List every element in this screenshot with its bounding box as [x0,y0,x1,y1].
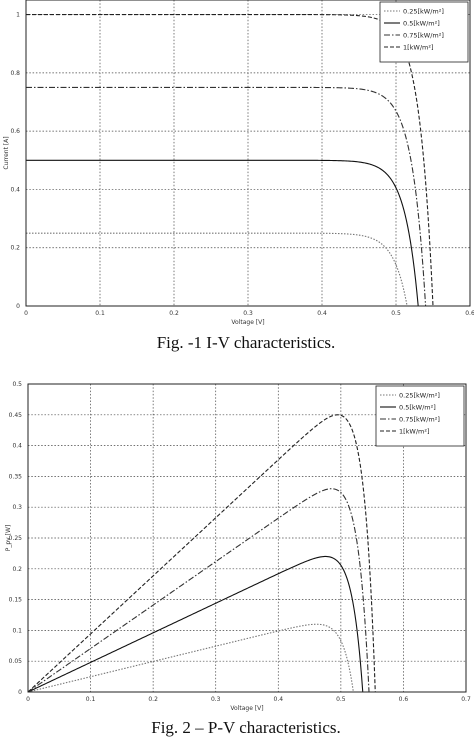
y-axis-label: Current [A] [3,136,10,169]
series-line [27,488,370,693]
x-tick-label: 0 [26,696,30,703]
legend-entry: 0.75[kW/m²] [399,416,440,424]
legend-entry: 1[kW/m²] [403,44,434,52]
x-tick-label: 0.3 [211,696,221,703]
iv-caption: Fig. -1 I-V characteristics. [157,333,336,352]
legend-entry: 0.25[kW/m²] [399,392,440,400]
series-line [27,555,364,693]
x-tick-label: 0.2 [169,310,179,317]
y-tick-label: 0.6 [10,128,20,135]
y-tick-label: 0.4 [10,186,20,193]
pv-caption: Fig. 2 – P-V characteristics. [151,718,340,737]
legend-entry: 0.75[kW/m²] [403,32,444,40]
y-tick-label: 0.1 [12,627,22,634]
series-line [26,14,434,307]
y-tick-label: 0.35 [9,473,23,480]
x-tick-label: 0.4 [274,696,284,703]
x-axis-label: Voltage [V] [231,319,264,326]
iv-chart: 0 0.1 0.2 0.3 0.4 0.5 0.6 0 0.2 0.4 0.6 0.8 1 Voltage… [3,0,474,326]
y-tick-label: 0.25 [9,535,23,542]
y-tick-label: 0.45 [9,412,23,419]
y-tick-label: 0.15 [9,597,23,604]
y-tick-label: 0.2 [12,566,22,573]
series-line [26,159,419,307]
y-axis-label: P_pv [W] [5,525,12,552]
y-tick-label: 0 [16,303,20,310]
plot-frame [27,383,467,693]
x-tick-label: 0.3 [243,310,253,317]
y-tick-label: 0 [18,689,22,696]
y-tick-label: 0.8 [10,70,20,77]
y-tick-label: 0.2 [10,245,20,252]
legend-entry: 1[kW/m²] [399,428,430,436]
legend-entry: 0.25[kW/m²] [403,8,444,16]
x-tick-label: 0.1 [95,310,105,317]
x-tick-label: 0.5 [391,310,401,317]
series-line [26,232,408,307]
legend-box [375,385,465,447]
x-tick-label: 0 [24,310,28,317]
y-tick-label: 1 [16,12,20,19]
x-tick-label: 0.6 [399,696,409,703]
x-tick-label: 0.5 [336,696,346,703]
x-tick-label: 0.2 [148,696,158,703]
y-tick-label: 0.4 [12,443,22,450]
pv-chart: 0 0.1 0.2 0.3 0.4 0.5 0.6 0.7 0 0.05 0.1 0.15 0.2 0.2… [5,381,471,712]
legend-box [379,1,469,63]
y-tick-label: 0.3 [12,504,22,511]
series-line [26,86,427,307]
x-axis-label: Voltage [V] [230,705,263,712]
legend-entry: 0.5[kW/m²] [399,404,436,412]
x-tick-label: 0.4 [317,310,327,317]
series-line [27,414,376,693]
y-tick-label: 0.05 [9,658,23,665]
plot-frame [25,0,471,307]
x-tick-label: 0.1 [86,696,96,703]
x-tick-label: 0.7 [461,696,471,703]
legend-entry: 0.5[kW/m²] [403,20,440,28]
x-tick-label: 0.6 [465,310,474,317]
y-tick-label: 0.5 [12,381,22,388]
